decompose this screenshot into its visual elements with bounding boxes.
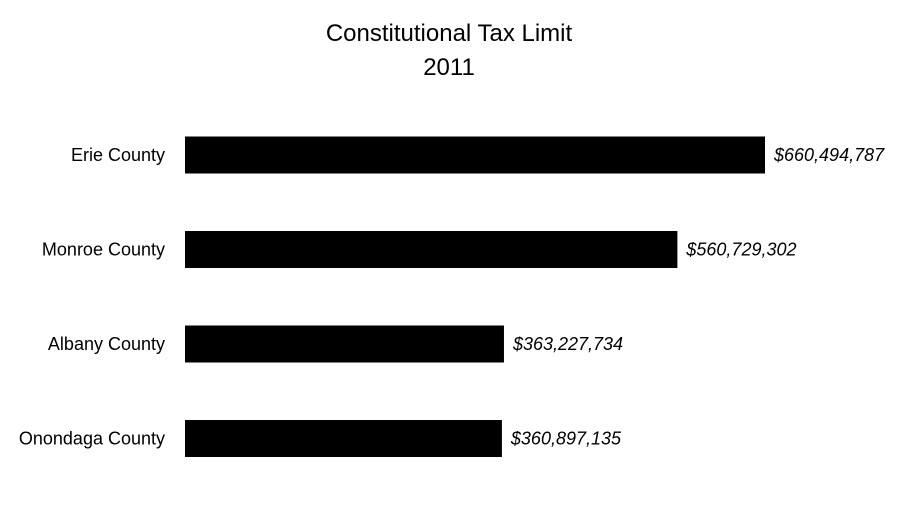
data-label: $560,729,302	[685, 240, 796, 260]
data-label: $363,227,734	[512, 334, 623, 354]
chart-subtitle: 2011	[423, 54, 475, 81]
data-label: $360,897,135	[510, 429, 622, 449]
category-label: Onondaga County	[19, 429, 165, 449]
bar	[185, 420, 502, 457]
bar	[185, 136, 765, 174]
data-label: $660,494,787	[773, 145, 885, 165]
chart-title: Constitutional Tax Limit	[325, 20, 573, 47]
bar	[185, 325, 504, 363]
category-label: Erie County	[71, 145, 165, 165]
category-label: Albany County	[48, 334, 165, 354]
category-label: Monroe County	[42, 240, 165, 260]
bar	[185, 231, 678, 268]
